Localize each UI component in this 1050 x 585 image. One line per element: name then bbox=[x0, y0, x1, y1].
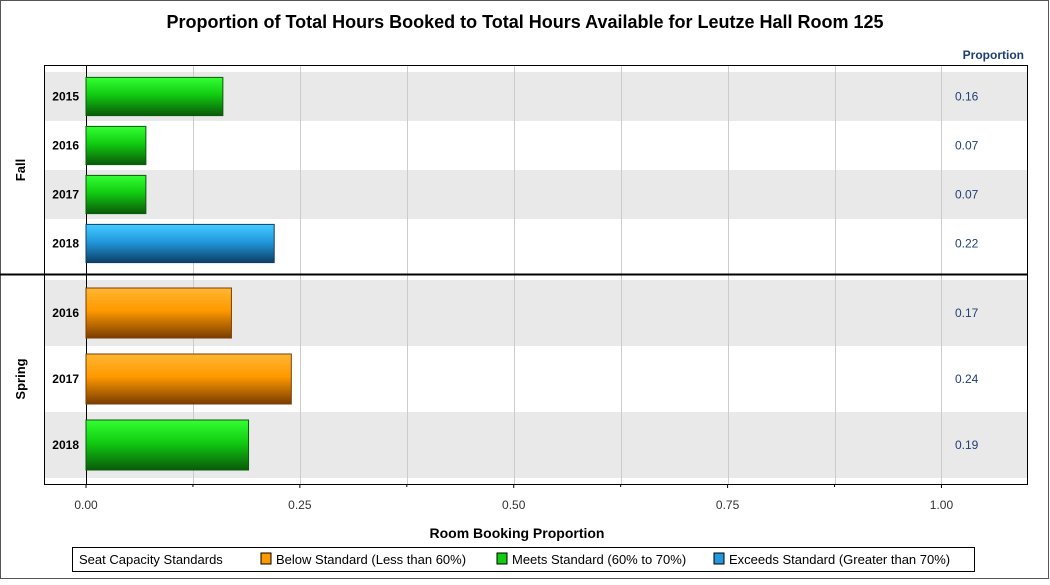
legend: Seat Capacity Standards Below Standard (… bbox=[72, 547, 975, 572]
value-label: 0.22 bbox=[955, 237, 979, 251]
value-label: 0.07 bbox=[955, 139, 979, 153]
chart-title: Proportion of Total Hours Booked to Tota… bbox=[166, 12, 883, 32]
legend-swatch-below bbox=[260, 552, 272, 565]
bar-spring-2018 bbox=[85, 419, 250, 471]
bar-fall-2018 bbox=[85, 223, 275, 264]
group-label-spring: Spring bbox=[13, 358, 28, 399]
x-axis-label: Room Booking Proportion bbox=[430, 525, 605, 541]
value-label: 0.19 bbox=[955, 438, 979, 452]
legend-label-below: Below Standard (Less than 60%) bbox=[276, 552, 466, 567]
bar-fall-2016 bbox=[85, 125, 147, 166]
category-label: 2015 bbox=[52, 90, 79, 104]
category-label: 2017 bbox=[52, 372, 79, 386]
x-tick-label: 0.50 bbox=[502, 498, 526, 512]
group-labels: Fall Spring bbox=[13, 159, 28, 400]
x-tick-label: 0.25 bbox=[288, 498, 312, 512]
group-label-fall: Fall bbox=[13, 159, 28, 181]
value-column-header: Proportion bbox=[963, 48, 1024, 62]
legend-title: Seat Capacity Standards bbox=[79, 552, 223, 567]
bar-spring-2017 bbox=[85, 353, 292, 405]
value-label: 0.07 bbox=[955, 188, 979, 202]
legend-label-exceeds: Exceeds Standard (Greater than 70%) bbox=[729, 552, 950, 567]
x-tick-label: 0.75 bbox=[716, 498, 740, 512]
bar-spring-2016 bbox=[85, 287, 232, 339]
legend-box bbox=[72, 547, 975, 572]
bars bbox=[85, 76, 292, 471]
legend-label-meets: Meets Standard (60% to 70%) bbox=[512, 552, 686, 567]
category-labels: 2015 2016 2017 2018 2016 2017 2018 bbox=[52, 90, 79, 453]
category-label: 2016 bbox=[52, 306, 79, 320]
x-tick-label: 1.00 bbox=[930, 498, 954, 512]
value-label: 0.16 bbox=[955, 90, 979, 104]
category-label: 2018 bbox=[52, 438, 79, 452]
value-labels: 0.16 0.07 0.07 0.22 0.17 0.24 0.19 bbox=[955, 90, 979, 453]
row-band bbox=[45, 170, 1027, 219]
bar-fall-2017 bbox=[85, 174, 147, 215]
category-label: 2016 bbox=[52, 139, 79, 153]
value-label: 0.24 bbox=[955, 372, 979, 386]
x-axis-ticks: 0.00 0.25 0.50 0.75 1.00 bbox=[74, 484, 953, 512]
x-tick-label: 0.00 bbox=[74, 498, 98, 512]
category-label: 2018 bbox=[52, 237, 79, 251]
bar-fall-2015 bbox=[85, 76, 224, 117]
legend-swatch-meets bbox=[496, 552, 508, 565]
value-label: 0.17 bbox=[955, 306, 979, 320]
category-label: 2017 bbox=[52, 188, 79, 202]
legend-swatch-exceeds bbox=[713, 552, 725, 565]
